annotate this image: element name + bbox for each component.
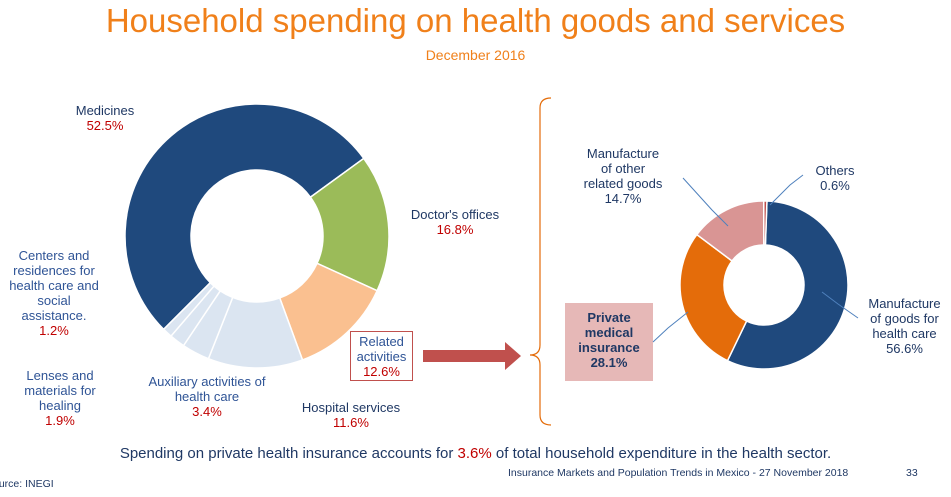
chart2-slice-1 <box>679 233 748 362</box>
label-private-insurance-l3: insurance <box>578 340 640 355</box>
footnote: Spending on private health insurance acc… <box>0 445 951 462</box>
label-other-goods-l2: of other <box>600 161 646 176</box>
label-private-insurance: Private medical insurance 28.1% <box>565 303 653 381</box>
label-centers-value: 1.2% <box>39 323 69 338</box>
label-manufacture-goods-l3: health care <box>872 326 937 341</box>
label-centers-l2: residences for <box>13 263 95 278</box>
label-doctors-value: 16.8% <box>436 222 474 237</box>
label-other-goods-l3: related goods <box>583 176 663 191</box>
label-related-value: 12.6% <box>363 364 400 379</box>
footer-text: Insurance Markets and Population Trends … <box>508 467 849 479</box>
label-others-name: Others <box>815 163 855 178</box>
source-note: ource: INEGI <box>0 478 54 490</box>
label-centers-l4: social <box>37 293 71 308</box>
page-number: 33 <box>906 467 918 479</box>
label-lenses: Lenses and materials for healing 1.9% <box>10 368 110 428</box>
label-auxiliary-l2: health care <box>174 389 240 404</box>
label-lenses-value: 1.9% <box>45 413 75 428</box>
label-centers-l5: assistance. <box>21 308 87 323</box>
page-title: Household spending on health goods and s… <box>105 2 846 39</box>
label-lenses-l1: Lenses and <box>26 368 94 383</box>
footnote-highlight: 3.6% <box>457 445 492 462</box>
label-manufacture-goods-l1: Manufacture <box>868 296 941 311</box>
label-manufacture-goods: Manufacture of goods for health care 56.… <box>858 296 951 356</box>
label-related-l2: activities <box>356 349 407 364</box>
label-other-goods-value: 14.7% <box>604 191 642 206</box>
label-other-goods: Manufacture of other related goods 14.7% <box>568 146 678 206</box>
label-auxiliary-l1: Auxiliary activities of <box>148 374 266 389</box>
label-medicines-value: 52.5% <box>86 118 124 133</box>
label-lenses-l3: healing <box>39 398 81 413</box>
chart1-slice-6 <box>162 281 216 338</box>
chart2-slice-0 <box>726 200 849 370</box>
label-manufacture-goods-l2: of goods for <box>870 311 939 326</box>
label-private-insurance-value: 28.1% <box>590 355 628 370</box>
label-auxiliary: Auxiliary activities of health care 3.4% <box>132 374 282 419</box>
label-related-l1: Related <box>359 334 404 349</box>
footnote-text-before: Spending on private health insurance acc… <box>119 445 454 462</box>
label-doctors-name: Doctor's offices <box>410 207 500 222</box>
label-manufacture-goods-value: 56.6% <box>886 341 923 356</box>
label-other-goods-l1: Manufacture <box>586 146 660 161</box>
label-doctors: Doctor's offices 16.8% <box>400 207 510 237</box>
label-medicines: Medicines 52.5% <box>55 103 155 133</box>
label-hospital-name: Hospital services <box>301 400 401 415</box>
label-centers-l3: health care and <box>9 278 99 293</box>
chart2-slice-3 <box>763 200 768 246</box>
label-related: Related activities 12.6% <box>350 331 413 381</box>
label-auxiliary-value: 3.4% <box>192 404 222 419</box>
label-hospital: Hospital services 11.6% <box>288 400 414 430</box>
label-lenses-l2: materials for <box>24 383 96 398</box>
footnote-text-after: of total household expenditure in the he… <box>495 445 832 462</box>
chart-subtitle: December 2016 <box>425 47 526 63</box>
label-private-insurance-l2: medical <box>584 325 634 340</box>
label-centers-l1: Centers and <box>18 248 90 263</box>
label-centers: Centers and residences for health care a… <box>0 248 108 338</box>
label-others-value: 0.6% <box>820 178 850 193</box>
label-medicines-name: Medicines <box>75 103 135 118</box>
label-hospital-value: 11.6% <box>333 415 369 430</box>
label-private-insurance-l1: Private <box>587 310 631 325</box>
chart1-slice-0 <box>124 103 365 331</box>
label-others: Others 0.6% <box>805 163 865 193</box>
